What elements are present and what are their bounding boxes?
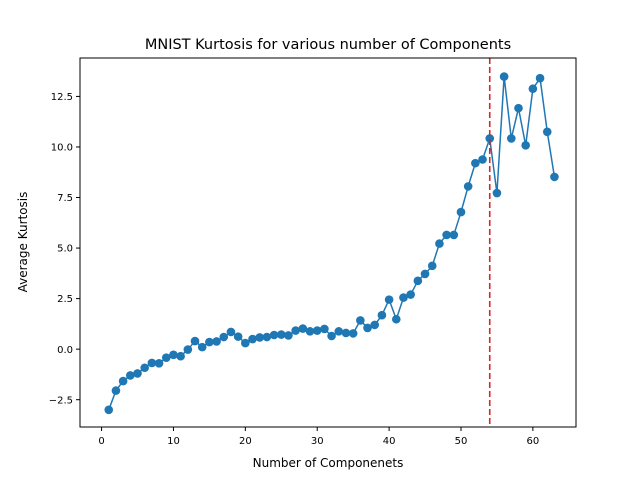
data-point: [478, 155, 487, 164]
data-point: [521, 141, 530, 150]
data-point: [391, 314, 401, 324]
x-axis-label: Number of Componenets: [253, 456, 404, 470]
data-point: [370, 320, 380, 330]
data-point: [413, 276, 423, 286]
x-tick-label: 0: [98, 436, 104, 447]
y-tick-label: −2.5: [49, 395, 73, 406]
data-point: [320, 324, 329, 334]
data-point: [176, 351, 185, 361]
data-point: [449, 230, 459, 240]
data-point: [284, 331, 293, 340]
x-tick-label: 60: [527, 436, 540, 447]
data-point: [305, 327, 315, 336]
data-point: [183, 345, 193, 354]
data-point: [269, 330, 279, 340]
data-point: [154, 359, 164, 368]
data-point: [348, 329, 358, 338]
x-tick-label: 30: [311, 436, 324, 447]
data-point: [212, 337, 221, 346]
data-point: [435, 239, 444, 248]
data-point: [205, 337, 214, 347]
data-point: [384, 295, 394, 304]
data-point: [499, 72, 509, 81]
y-tick-label: 7.5: [57, 193, 73, 204]
data-point: [334, 327, 344, 336]
data-point: [276, 330, 286, 339]
data-point: [406, 290, 415, 299]
data-point: [542, 127, 552, 137]
x-tick-label: 40: [383, 436, 396, 447]
y-tick-label: 10.0: [51, 143, 73, 154]
data-point: [528, 84, 538, 94]
data-point: [248, 334, 257, 344]
data-point: [535, 73, 545, 83]
data-point: [226, 327, 236, 337]
data-point: [241, 338, 250, 348]
data-point: [420, 269, 430, 279]
data-point: [147, 358, 157, 368]
data-point: [126, 371, 135, 380]
plot-frame: [79, 57, 577, 428]
data-point: [169, 350, 178, 360]
data-point: [399, 293, 408, 302]
data-point: [507, 134, 516, 143]
data-point: [492, 188, 502, 198]
data-point: [219, 332, 229, 342]
data-point: [197, 342, 207, 352]
data-point: [377, 310, 387, 320]
data-point: [341, 328, 351, 338]
data-point: [427, 261, 437, 271]
data-point: [327, 331, 336, 341]
data-point: [262, 332, 272, 342]
data-point: [550, 172, 559, 182]
chart-title: MNIST Kurtosis for various number of Com…: [145, 37, 511, 53]
x-tick-label: 20: [239, 436, 252, 447]
data-point: [514, 103, 523, 113]
x-axis: 0 10 20 30 40 50 60: [98, 427, 539, 447]
data-point: [133, 369, 142, 378]
x-tick-label: 50: [455, 436, 468, 447]
data-point: [118, 376, 128, 386]
data-point: [312, 326, 322, 335]
y-tick-label: 2.5: [57, 294, 73, 305]
series-line: [108, 75, 556, 411]
plot-area: [104, 58, 559, 427]
y-tick-label: 12.5: [51, 92, 73, 103]
data-point: [190, 336, 200, 346]
data-point: [485, 134, 495, 143]
data-point: [298, 324, 308, 333]
data-point: [255, 333, 265, 342]
data-point: [161, 353, 171, 362]
data-point: [356, 316, 365, 325]
y-axis-label: Average Kurtosis: [16, 192, 30, 293]
data-point: [140, 363, 149, 373]
data-point: [463, 182, 473, 191]
data-point: [291, 326, 300, 335]
y-tick-label: 5.0: [57, 244, 73, 255]
data-point: [233, 332, 243, 341]
data-point: [363, 323, 372, 333]
x-tick-label: 10: [167, 436, 180, 447]
y-axis: −2.5 0.0 2.5 5.0 7.5 10.0 12.5: [49, 92, 80, 406]
data-point: [471, 158, 480, 168]
data-point: [111, 386, 121, 395]
data-point: [442, 230, 451, 240]
y-tick-label: 0.0: [57, 345, 73, 356]
data-point: [456, 207, 466, 217]
data-point: [104, 405, 114, 415]
